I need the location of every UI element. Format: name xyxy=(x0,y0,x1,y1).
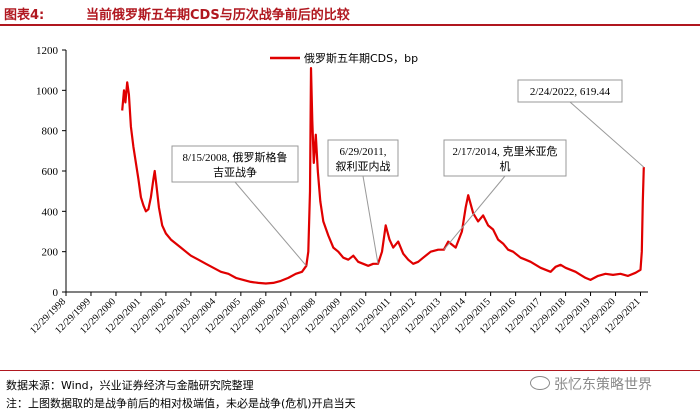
figure-title: 当前俄罗斯五年期CDS与历次战争前后的比较 xyxy=(86,8,350,23)
annotation-leader xyxy=(443,175,506,250)
annotation-box xyxy=(171,145,299,183)
annotation-text: 2/24/2022, 619.44 xyxy=(530,86,611,98)
annotation-text: 叙利亚内战 xyxy=(336,159,391,173)
annotation-leader xyxy=(569,101,645,168)
chart-area: 0 200 400 600 800 1000 1200 12/29/1998 12/29/199… xyxy=(0,30,700,370)
annotation-box xyxy=(517,79,623,103)
annotation-leader xyxy=(362,175,379,264)
figure-number: 图表4: xyxy=(4,8,45,23)
annotation-text: 2/17/2014, 克里米亚危 xyxy=(452,145,557,158)
annotation-text: 8/15/2008, 俄罗斯格鲁 xyxy=(182,150,287,164)
watermark: 张忆东策略世界 xyxy=(530,374,652,394)
cds-series-line xyxy=(121,67,645,285)
figure-footer: 数据来源：Wind，兴业证券经济与金融研究院整理 注：上图数据取的是战争前后的相… xyxy=(0,370,700,414)
y-tick-label: 1000 xyxy=(36,85,59,97)
y-tick-label: 0 xyxy=(53,287,59,299)
wechat-icon xyxy=(530,376,550,390)
annotation-box xyxy=(327,139,399,177)
y-tick-label: 600 xyxy=(42,166,59,178)
legend-label: 俄罗斯五年期CDS，bp xyxy=(304,51,418,65)
y-tick-label: 1200 xyxy=(36,45,59,57)
figure-header: 图表4: 当前俄罗斯五年期CDS与历次战争前后的比较 xyxy=(0,0,700,26)
note-text: 注：上图数据取的是战争前后的相对极端值，未必是战争(危机)开启当天 xyxy=(6,397,356,410)
source-text: 数据来源：Wind，兴业证券经济与金融研究院整理 xyxy=(6,379,254,392)
annotation-box xyxy=(443,139,567,177)
y-tick-label: 200 xyxy=(42,247,59,259)
y-tick-label: 800 xyxy=(42,126,59,138)
annotation-text: 机 xyxy=(500,159,511,173)
watermark-text: 张忆东策略世界 xyxy=(554,377,652,393)
y-tick-label: 400 xyxy=(42,206,59,218)
cds-line-chart: 02004006008001000120012/29/199812/29/199… xyxy=(28,45,648,336)
annotation-text: 吉亚战争 xyxy=(213,165,257,179)
annotation-leader xyxy=(234,181,307,267)
annotation-text: 6/29/2011, xyxy=(340,146,387,158)
